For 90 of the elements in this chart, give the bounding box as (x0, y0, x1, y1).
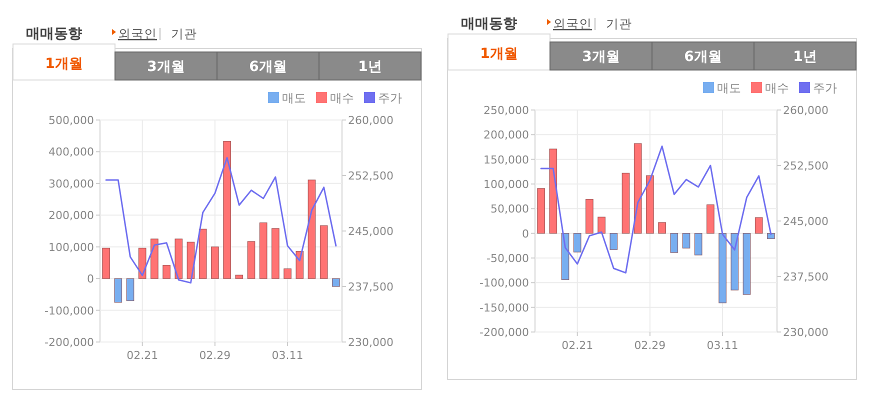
y2-tick-label: 245,000 (783, 215, 828, 228)
bar (706, 204, 714, 234)
text: 6개월 (684, 49, 722, 65)
text: 3개월 (147, 59, 185, 75)
bar (670, 233, 678, 253)
text: 3개월 (582, 49, 620, 65)
bar (694, 233, 702, 256)
y-tick-label: 250,000 (484, 104, 529, 117)
bar (211, 246, 219, 279)
y-tick-label: 200,000 (48, 209, 94, 222)
bar (308, 180, 316, 279)
y-tick-label: -150,000 (480, 301, 529, 314)
text: 6개월 (249, 59, 287, 75)
text: 1개월 (480, 46, 518, 62)
chart-title: 매매동향 (461, 16, 517, 32)
y-tick-label: 400,000 (48, 146, 94, 159)
bar (150, 238, 158, 279)
chart-title: 매매동향 (26, 26, 82, 42)
x-tick-label: 03.11 (272, 349, 304, 362)
bar (610, 233, 618, 250)
y-tick-label: 0 (522, 227, 529, 240)
y-tick-label: 100,000 (48, 240, 94, 254)
y-tick-label: 50,000 (490, 202, 529, 216)
bar (767, 233, 775, 240)
x-tick-label: 02.29 (199, 349, 231, 362)
y-tick-label: -100,000 (480, 276, 529, 290)
bar (718, 233, 726, 304)
y-tick-label: 0 (87, 272, 94, 286)
bar (573, 233, 582, 252)
y-tick-label: -200,000 (44, 336, 94, 349)
bar (259, 222, 268, 279)
bar (730, 233, 739, 290)
bar (126, 278, 134, 302)
bar (114, 278, 122, 303)
y2-tick-label: 230,000 (348, 336, 394, 349)
y-tick-label: 200,000 (484, 128, 529, 142)
x-tick-label: 02.21 (562, 339, 594, 352)
legend-label: 매도 (282, 91, 306, 105)
legend-label: 매수 (330, 91, 354, 105)
bar (272, 228, 280, 279)
y2-tick-label: 252,500 (348, 170, 394, 182)
y2-tick-label: 237,500 (783, 270, 828, 284)
y-tick-label: -50,000 (486, 252, 529, 265)
legend-label: 매도 (717, 81, 741, 95)
y2-tick-label: 245,000 (348, 225, 394, 238)
x-tick-label: 02.21 (126, 349, 158, 362)
y2-tick-label: 237,500 (348, 280, 394, 294)
y2-tick-label: 260,000 (348, 114, 394, 127)
bar (634, 143, 642, 234)
y-tick-label: -200,000 (480, 326, 529, 339)
bar (284, 268, 292, 279)
bar (646, 175, 654, 234)
bar (598, 216, 606, 234)
y2-tick-label: 252,500 (783, 160, 828, 172)
y2-tick-label: 260,000 (783, 104, 828, 117)
bar (198, 228, 207, 279)
bar (549, 148, 558, 234)
legend-label: 매수 (765, 81, 789, 95)
bar (247, 241, 256, 279)
y-tick-label: -100,000 (44, 304, 94, 318)
legend-label: 주가 (378, 91, 402, 105)
x-tick-label: 03.11 (706, 339, 738, 352)
legend-label: 주가 (813, 81, 837, 95)
text: 외국인 (118, 26, 157, 41)
bar (223, 140, 231, 279)
y-tick-label: 500,000 (48, 114, 94, 127)
bar (682, 233, 690, 248)
text: 1년 (358, 59, 382, 75)
bar (622, 172, 630, 234)
bar (332, 278, 340, 287)
bar (102, 248, 110, 279)
bar (754, 217, 763, 234)
y-tick-label: 300,000 (48, 177, 94, 190)
bar (742, 233, 751, 295)
text: 외국인 (553, 16, 592, 31)
bar (235, 274, 244, 279)
text: 1개월 (45, 56, 83, 72)
bar (174, 238, 183, 279)
bar (320, 225, 328, 279)
bar (586, 198, 594, 234)
text: 1년 (793, 49, 817, 65)
text: 기관 (171, 26, 197, 41)
y2-tick-label: 230,000 (783, 326, 828, 339)
bar (658, 222, 666, 234)
bar (162, 264, 170, 279)
text: 기관 (606, 16, 632, 31)
x-tick-label: 02.29 (634, 339, 666, 352)
bar (537, 188, 545, 234)
y-tick-label: 150,000 (484, 153, 529, 166)
y-tick-label: 100,000 (484, 178, 529, 191)
